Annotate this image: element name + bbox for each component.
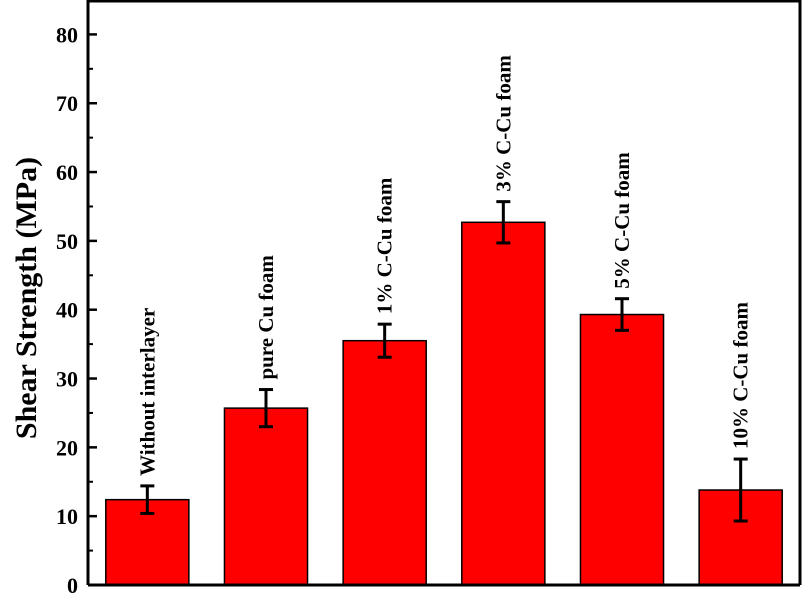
bars-layer — [105, 221, 783, 586]
bar-labels-layer: Without interlayer pure Cu foam 1% C-Cu fo… — [135, 55, 752, 476]
y-tick-label-20: 20 — [56, 435, 78, 460]
y-tick-label-80: 80 — [56, 22, 78, 47]
y-tick-label-30: 30 — [56, 367, 78, 392]
y-tick-label-70: 70 — [56, 91, 78, 116]
bar-label-3: 1% C-Cu foam — [373, 177, 397, 314]
bar-label-6: 10% C-Cu foam — [729, 302, 753, 449]
y-tick-label-50: 50 — [56, 229, 78, 254]
bar-label-5: 5% C-Cu foam — [610, 152, 634, 289]
bar-label-1: Without interlayer — [135, 308, 159, 476]
bar-3 — [342, 339, 427, 586]
y-tick-label-0: 0 — [67, 573, 78, 595]
bar-2 — [223, 407, 309, 586]
y-tick-label-60: 60 — [56, 160, 78, 185]
bar-5 — [579, 313, 665, 586]
y-tick-label-10: 10 — [56, 504, 78, 529]
bar-label-2: pure Cu foam — [254, 255, 278, 380]
bar-label-4: 3% C-Cu foam — [491, 55, 515, 192]
y-tick-label-40: 40 — [56, 298, 78, 323]
y-axis-label: Shear Strength (MPa) — [10, 157, 43, 439]
error-bars-layer — [140, 200, 748, 523]
axes-layer: 0 10 20 30 40 50 60 70 80 — [56, 0, 802, 595]
bar-4 — [461, 221, 546, 586]
